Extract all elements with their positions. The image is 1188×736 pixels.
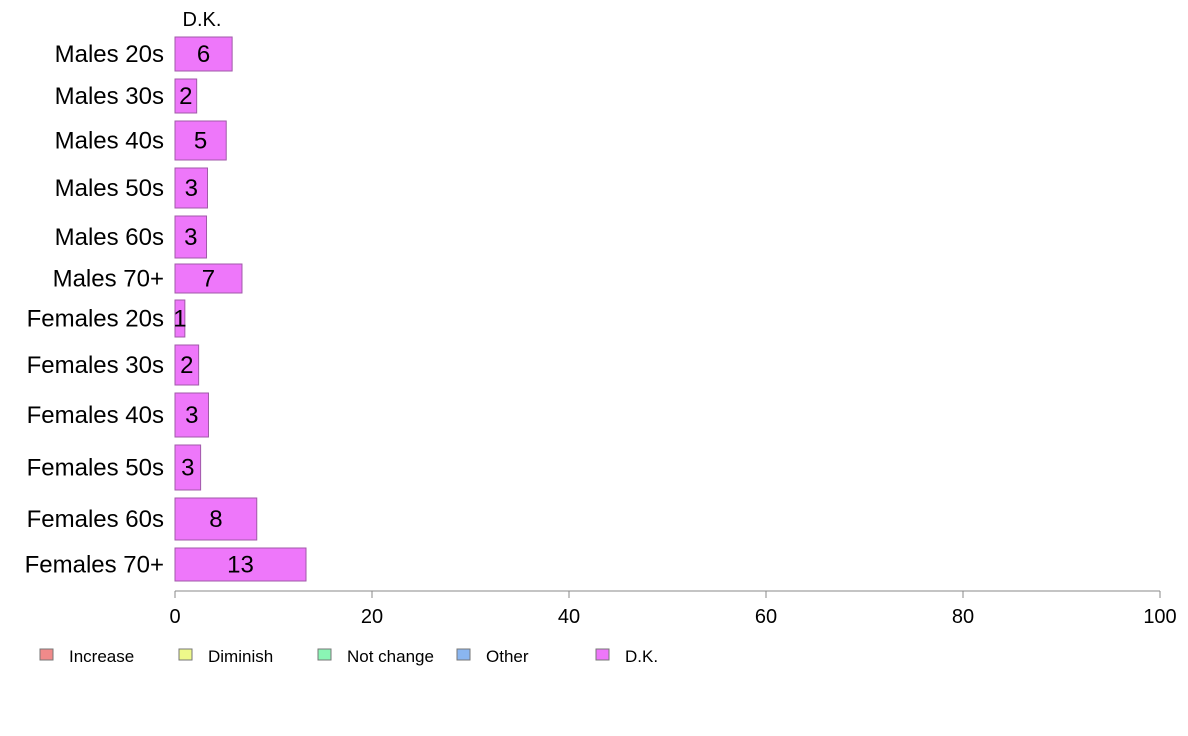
legend-swatch-not-change (317, 648, 332, 661)
bar-segment-d-k- (174, 263, 243, 294)
bar-segment-d-k- (174, 497, 258, 541)
legend-label-not-change: Not change (347, 647, 434, 666)
legend-label-increase: Increase (69, 647, 134, 666)
bar-segment-d-k- (174, 36, 233, 72)
data-label: 1 (173, 306, 186, 333)
category-label: Males 70+ (53, 266, 164, 293)
category-label: Females 40s (27, 402, 164, 429)
bar-segment-d-k- (174, 392, 209, 438)
x-tick-label: 40 (558, 606, 580, 628)
x-tick-label: 0 (169, 606, 180, 628)
category-label: Males 50s (55, 175, 164, 202)
data-label: 3 (185, 402, 198, 429)
category-label: Females 30s (27, 352, 164, 379)
category-label: Males 20s (55, 41, 164, 68)
data-label: 3 (184, 224, 197, 251)
bar-segment-d-k- (174, 78, 198, 114)
data-label: 8 (209, 506, 222, 533)
bar-segment-d-k- (174, 167, 209, 209)
legend-label-d-k-: D.K. (625, 647, 658, 666)
bars-layer: Males 20s 6 Males 30s 2 Males 40s 5 Males 50s 3… (25, 36, 307, 582)
data-label: 2 (180, 352, 193, 379)
bar-segment-d-k- (174, 444, 202, 491)
category-label: Females 20s (27, 306, 164, 333)
bar-segment-d-k- (174, 299, 186, 338)
data-label: 13 (227, 552, 254, 579)
data-label: 7 (202, 266, 215, 293)
bar-segment-d-k- (174, 547, 307, 582)
data-label: 2 (179, 83, 192, 110)
legend-label-other: Other (486, 647, 529, 666)
data-label: 3 (181, 455, 194, 482)
legend-swatch-diminish (178, 648, 193, 661)
x-tick-label: 20 (361, 606, 383, 628)
legend-swatch-other (456, 648, 471, 661)
x-tick-label: 80 (952, 606, 974, 628)
category-label: Females 70+ (25, 552, 164, 579)
data-label: 5 (194, 128, 207, 155)
category-label: Males 40s (55, 128, 164, 155)
category-label: Females 60s (27, 506, 164, 533)
bar-segment-d-k- (174, 120, 227, 161)
bar-segment-d-k- (174, 344, 200, 386)
category-label: Males 30s (55, 83, 164, 110)
x-tick-label: 100 (1143, 606, 1176, 628)
data-label: 6 (197, 41, 210, 68)
column-header: D.K. (183, 9, 222, 31)
legend-swatch-increase (39, 648, 54, 661)
legend-label-diminish: Diminish (208, 647, 273, 666)
legend-swatch-d-k- (595, 648, 610, 661)
x-axis: 0 20 40 60 80 100 (169, 590, 1177, 628)
category-label: Males 60s (55, 224, 164, 251)
data-label: 3 (185, 175, 198, 202)
bar-segment-d-k- (174, 215, 208, 259)
category-label: Females 50s (27, 455, 164, 482)
x-tick-label: 60 (755, 606, 777, 628)
legend: Increase Diminish Not change Other D.K. (39, 647, 658, 666)
